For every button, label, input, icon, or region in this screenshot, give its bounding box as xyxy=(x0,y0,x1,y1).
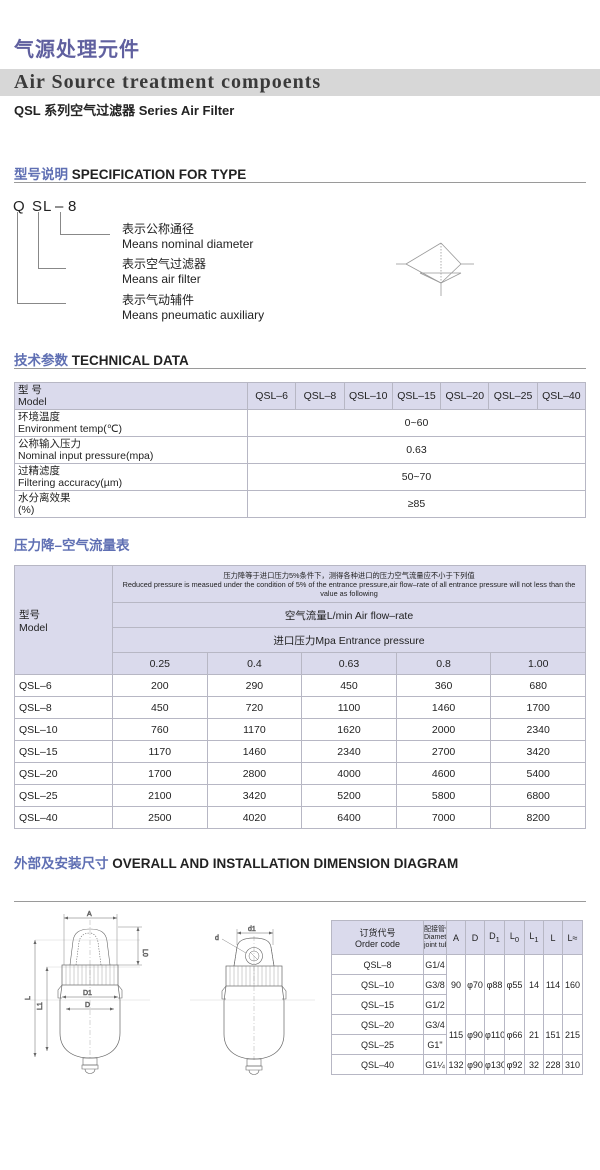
svg-text:d: d xyxy=(215,935,219,942)
svg-text:L: L xyxy=(25,996,32,1000)
svg-text:L0: L0 xyxy=(141,949,148,957)
svg-text:D1: D1 xyxy=(83,990,92,997)
svg-text:L1: L1 xyxy=(37,1002,44,1010)
svg-text:D: D xyxy=(85,1002,90,1009)
svg-text:d1: d1 xyxy=(248,926,256,933)
svg-text:A: A xyxy=(87,911,92,918)
